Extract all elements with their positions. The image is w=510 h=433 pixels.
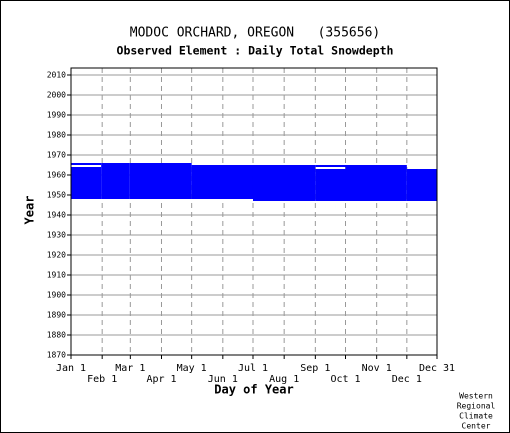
x-tick-label: Jan 1 [56, 363, 86, 374]
data-block [406, 169, 437, 201]
x-tick-label: Sep 1 [300, 363, 330, 374]
x-tick-label: Mar 1 [115, 363, 145, 374]
y-axis-label: Year [23, 196, 37, 225]
y-tick-label: 1950 [47, 191, 66, 200]
x-axis-label: Day of Year [214, 383, 293, 397]
x-tick-label: Apr 1 [146, 374, 176, 385]
data-block [315, 165, 346, 167]
x-tick-label: Jun 1 [208, 374, 238, 385]
y-tick-label: 1970 [47, 151, 66, 160]
data-block [71, 163, 102, 165]
chart-title: MODOC ORCHARD, OREGON (355656) [130, 26, 380, 41]
y-tick-label: 2010 [47, 71, 66, 80]
y-tick-label: 1880 [47, 331, 66, 340]
data-block [191, 165, 253, 199]
x-tick-label: Oct 1 [330, 374, 360, 385]
data-block [315, 169, 346, 201]
y-tick-label: 1940 [47, 211, 66, 220]
x-tick-label: Aug 1 [269, 374, 299, 385]
y-tick-label: 2000 [47, 91, 66, 100]
y-tick-label: 1980 [47, 131, 66, 140]
x-tick-label: Feb 1 [87, 374, 117, 385]
data-block [345, 165, 407, 201]
credit: Center [462, 422, 491, 431]
data-block [252, 165, 316, 201]
x-tick-label: Dec 31 [419, 363, 455, 374]
credit: Climate [459, 412, 493, 421]
x-tick-label: Dec 1 [392, 374, 422, 385]
credit: Regional [457, 402, 496, 411]
plot-frame [70, 67, 438, 356]
y-tick-label: 1920 [47, 251, 66, 260]
y-tick-label: 1900 [47, 291, 66, 300]
data-block [129, 163, 192, 199]
data-block [101, 163, 130, 199]
data-block [71, 167, 102, 199]
x-tick-label: Nov 1 [362, 363, 392, 374]
y-tick-label: 1870 [47, 351, 66, 360]
chart-subtitle: Observed Element : Daily Total Snowdepth [117, 44, 394, 58]
y-tick-label: 1910 [47, 271, 66, 280]
y-tick-label: 1890 [47, 311, 66, 320]
credit: Western [459, 392, 493, 401]
y-tick-label: 1960 [47, 171, 66, 180]
x-tick-label: May 1 [177, 363, 207, 374]
x-tick-label: Jul 1 [238, 363, 268, 374]
y-tick-label: 1930 [47, 231, 66, 240]
y-tick-label: 1990 [47, 111, 66, 120]
